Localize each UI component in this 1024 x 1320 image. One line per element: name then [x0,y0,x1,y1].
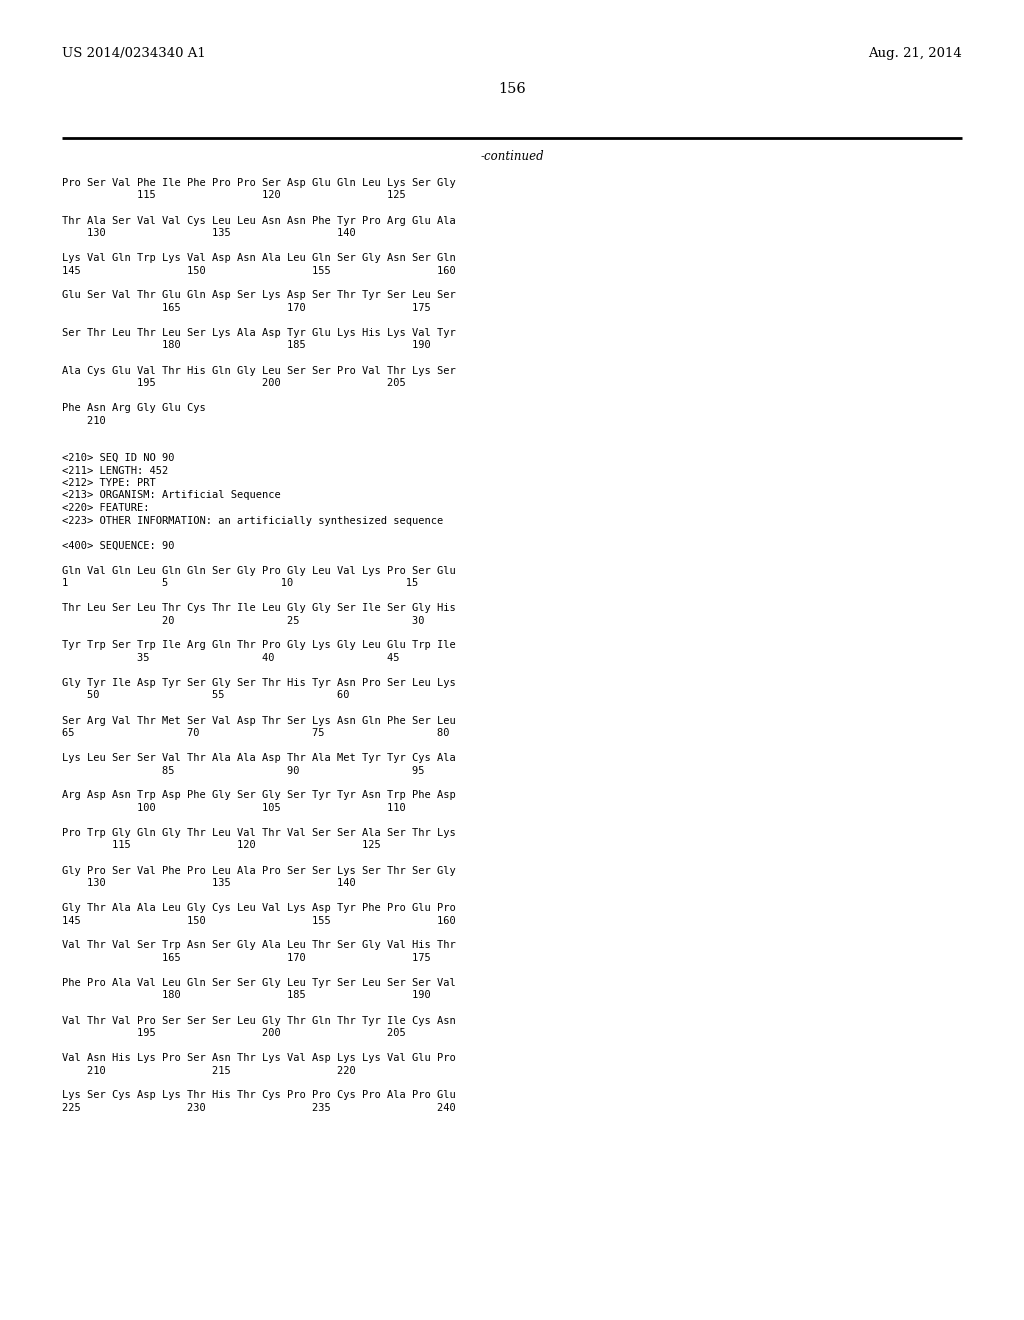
Text: Lys Val Gln Trp Lys Val Asp Asn Ala Leu Gln Ser Gly Asn Ser Gln: Lys Val Gln Trp Lys Val Asp Asn Ala Leu … [62,253,456,263]
Text: 210: 210 [62,416,105,425]
Text: Gln Val Gln Leu Gln Gln Ser Gly Pro Gly Leu Val Lys Pro Ser Glu: Gln Val Gln Leu Gln Gln Ser Gly Pro Gly … [62,565,456,576]
Text: US 2014/0234340 A1: US 2014/0234340 A1 [62,48,206,59]
Text: Val Thr Val Pro Ser Ser Ser Leu Gly Thr Gln Thr Tyr Ile Cys Asn: Val Thr Val Pro Ser Ser Ser Leu Gly Thr … [62,1015,456,1026]
Text: Gly Tyr Ile Asp Tyr Ser Gly Ser Thr His Tyr Asn Pro Ser Leu Lys: Gly Tyr Ile Asp Tyr Ser Gly Ser Thr His … [62,678,456,688]
Text: <213> ORGANISM: Artificial Sequence: <213> ORGANISM: Artificial Sequence [62,491,281,500]
Text: Pro Trp Gly Gln Gly Thr Leu Val Thr Val Ser Ser Ala Ser Thr Lys: Pro Trp Gly Gln Gly Thr Leu Val Thr Val … [62,828,456,838]
Text: 210                 215                 220: 210 215 220 [62,1065,355,1076]
Text: <400> SEQUENCE: 90: <400> SEQUENCE: 90 [62,540,174,550]
Text: 20                  25                  30: 20 25 30 [62,615,425,626]
Text: 65                  70                  75                  80: 65 70 75 80 [62,729,450,738]
Text: Val Asn His Lys Pro Ser Asn Thr Lys Val Asp Lys Lys Val Glu Pro: Val Asn His Lys Pro Ser Asn Thr Lys Val … [62,1053,456,1063]
Text: <211> LENGTH: 452: <211> LENGTH: 452 [62,466,168,475]
Text: 195                 200                 205: 195 200 205 [62,1028,406,1038]
Text: Thr Ala Ser Val Val Cys Leu Leu Asn Asn Phe Tyr Pro Arg Glu Ala: Thr Ala Ser Val Val Cys Leu Leu Asn Asn … [62,215,456,226]
Text: Aug. 21, 2014: Aug. 21, 2014 [868,48,962,59]
Text: Val Thr Val Ser Trp Asn Ser Gly Ala Leu Thr Ser Gly Val His Thr: Val Thr Val Ser Trp Asn Ser Gly Ala Leu … [62,940,456,950]
Text: 195                 200                 205: 195 200 205 [62,378,406,388]
Text: 156: 156 [498,82,526,96]
Text: Phe Asn Arg Gly Glu Cys: Phe Asn Arg Gly Glu Cys [62,403,206,413]
Text: Ser Thr Leu Thr Leu Ser Lys Ala Asp Tyr Glu Lys His Lys Val Tyr: Ser Thr Leu Thr Leu Ser Lys Ala Asp Tyr … [62,327,456,338]
Text: 35                  40                  45: 35 40 45 [62,653,399,663]
Text: 100                 105                 110: 100 105 110 [62,803,406,813]
Text: Thr Leu Ser Leu Thr Cys Thr Ile Leu Gly Gly Ser Ile Ser Gly His: Thr Leu Ser Leu Thr Cys Thr Ile Leu Gly … [62,603,456,612]
Text: Tyr Trp Ser Trp Ile Arg Gln Thr Pro Gly Lys Gly Leu Glu Trp Ile: Tyr Trp Ser Trp Ile Arg Gln Thr Pro Gly … [62,640,456,651]
Text: 225                 230                 235                 240: 225 230 235 240 [62,1104,456,1113]
Text: -continued: -continued [480,150,544,162]
Text: 85                  90                  95: 85 90 95 [62,766,425,776]
Text: 165                 170                 175: 165 170 175 [62,304,431,313]
Text: <212> TYPE: PRT: <212> TYPE: PRT [62,478,156,488]
Text: Gly Thr Ala Ala Leu Gly Cys Leu Val Lys Asp Tyr Phe Pro Glu Pro: Gly Thr Ala Ala Leu Gly Cys Leu Val Lys … [62,903,456,913]
Text: Arg Asp Asn Trp Asp Phe Gly Ser Gly Ser Tyr Tyr Asn Trp Phe Asp: Arg Asp Asn Trp Asp Phe Gly Ser Gly Ser … [62,791,456,800]
Text: Ala Cys Glu Val Thr His Gln Gly Leu Ser Ser Pro Val Thr Lys Ser: Ala Cys Glu Val Thr His Gln Gly Leu Ser … [62,366,456,375]
Text: Gly Pro Ser Val Phe Pro Leu Ala Pro Ser Ser Lys Ser Thr Ser Gly: Gly Pro Ser Val Phe Pro Leu Ala Pro Ser … [62,866,456,875]
Text: 1               5                  10                  15: 1 5 10 15 [62,578,418,587]
Text: 50                  55                  60: 50 55 60 [62,690,349,701]
Text: Phe Pro Ala Val Leu Gln Ser Ser Gly Leu Tyr Ser Leu Ser Ser Val: Phe Pro Ala Val Leu Gln Ser Ser Gly Leu … [62,978,456,987]
Text: <223> OTHER INFORMATION: an artificially synthesized sequence: <223> OTHER INFORMATION: an artificially… [62,516,443,525]
Text: 165                 170                 175: 165 170 175 [62,953,431,964]
Text: <210> SEQ ID NO 90: <210> SEQ ID NO 90 [62,453,174,463]
Text: 130                 135                 140: 130 135 140 [62,878,355,888]
Text: Ser Arg Val Thr Met Ser Val Asp Thr Ser Lys Asn Gln Phe Ser Leu: Ser Arg Val Thr Met Ser Val Asp Thr Ser … [62,715,456,726]
Text: 145                 150                 155                 160: 145 150 155 160 [62,265,456,276]
Text: 180                 185                 190: 180 185 190 [62,341,431,351]
Text: Lys Ser Cys Asp Lys Thr His Thr Cys Pro Pro Cys Pro Ala Pro Glu: Lys Ser Cys Asp Lys Thr His Thr Cys Pro … [62,1090,456,1101]
Text: Lys Leu Ser Ser Val Thr Ala Ala Asp Thr Ala Met Tyr Tyr Cys Ala: Lys Leu Ser Ser Val Thr Ala Ala Asp Thr … [62,752,456,763]
Text: 130                 135                 140: 130 135 140 [62,228,355,238]
Text: 180                 185                 190: 180 185 190 [62,990,431,1001]
Text: <220> FEATURE:: <220> FEATURE: [62,503,150,513]
Text: 145                 150                 155                 160: 145 150 155 160 [62,916,456,925]
Text: 115                 120                 125: 115 120 125 [62,841,381,850]
Text: Glu Ser Val Thr Glu Gln Asp Ser Lys Asp Ser Thr Tyr Ser Leu Ser: Glu Ser Val Thr Glu Gln Asp Ser Lys Asp … [62,290,456,301]
Text: Pro Ser Val Phe Ile Phe Pro Pro Ser Asp Glu Gln Leu Lys Ser Gly: Pro Ser Val Phe Ile Phe Pro Pro Ser Asp … [62,178,456,187]
Text: 115                 120                 125: 115 120 125 [62,190,406,201]
